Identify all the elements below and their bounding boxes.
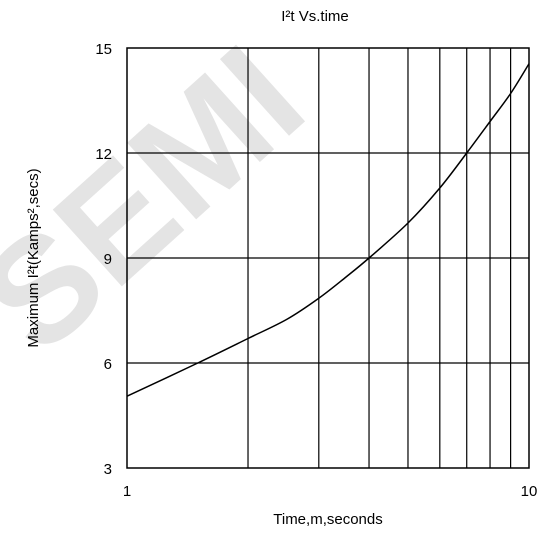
y-tick-labels: 3 6 9 12 15 — [95, 41, 112, 478]
x-tick-labels: 1 10 — [123, 483, 538, 500]
plot-frame — [126, 47, 530, 469]
y-axis-label: Maximum I²t(Kamps²,secs) — [25, 168, 42, 347]
x-tick-label: 1 — [123, 483, 131, 500]
y-tick-label: 6 — [104, 356, 112, 373]
x-axis-label: Time,m,seconds — [273, 511, 382, 528]
chart-title: I²t Vs.time — [281, 8, 349, 25]
y-tick-label: 12 — [95, 146, 112, 163]
grid — [127, 48, 529, 468]
y-tick-label: 9 — [104, 251, 112, 268]
y-tick-label: 15 — [95, 41, 112, 58]
series-line — [126, 63, 530, 397]
x-tick-label: 10 — [521, 483, 538, 500]
y-tick-label: 3 — [104, 461, 112, 478]
